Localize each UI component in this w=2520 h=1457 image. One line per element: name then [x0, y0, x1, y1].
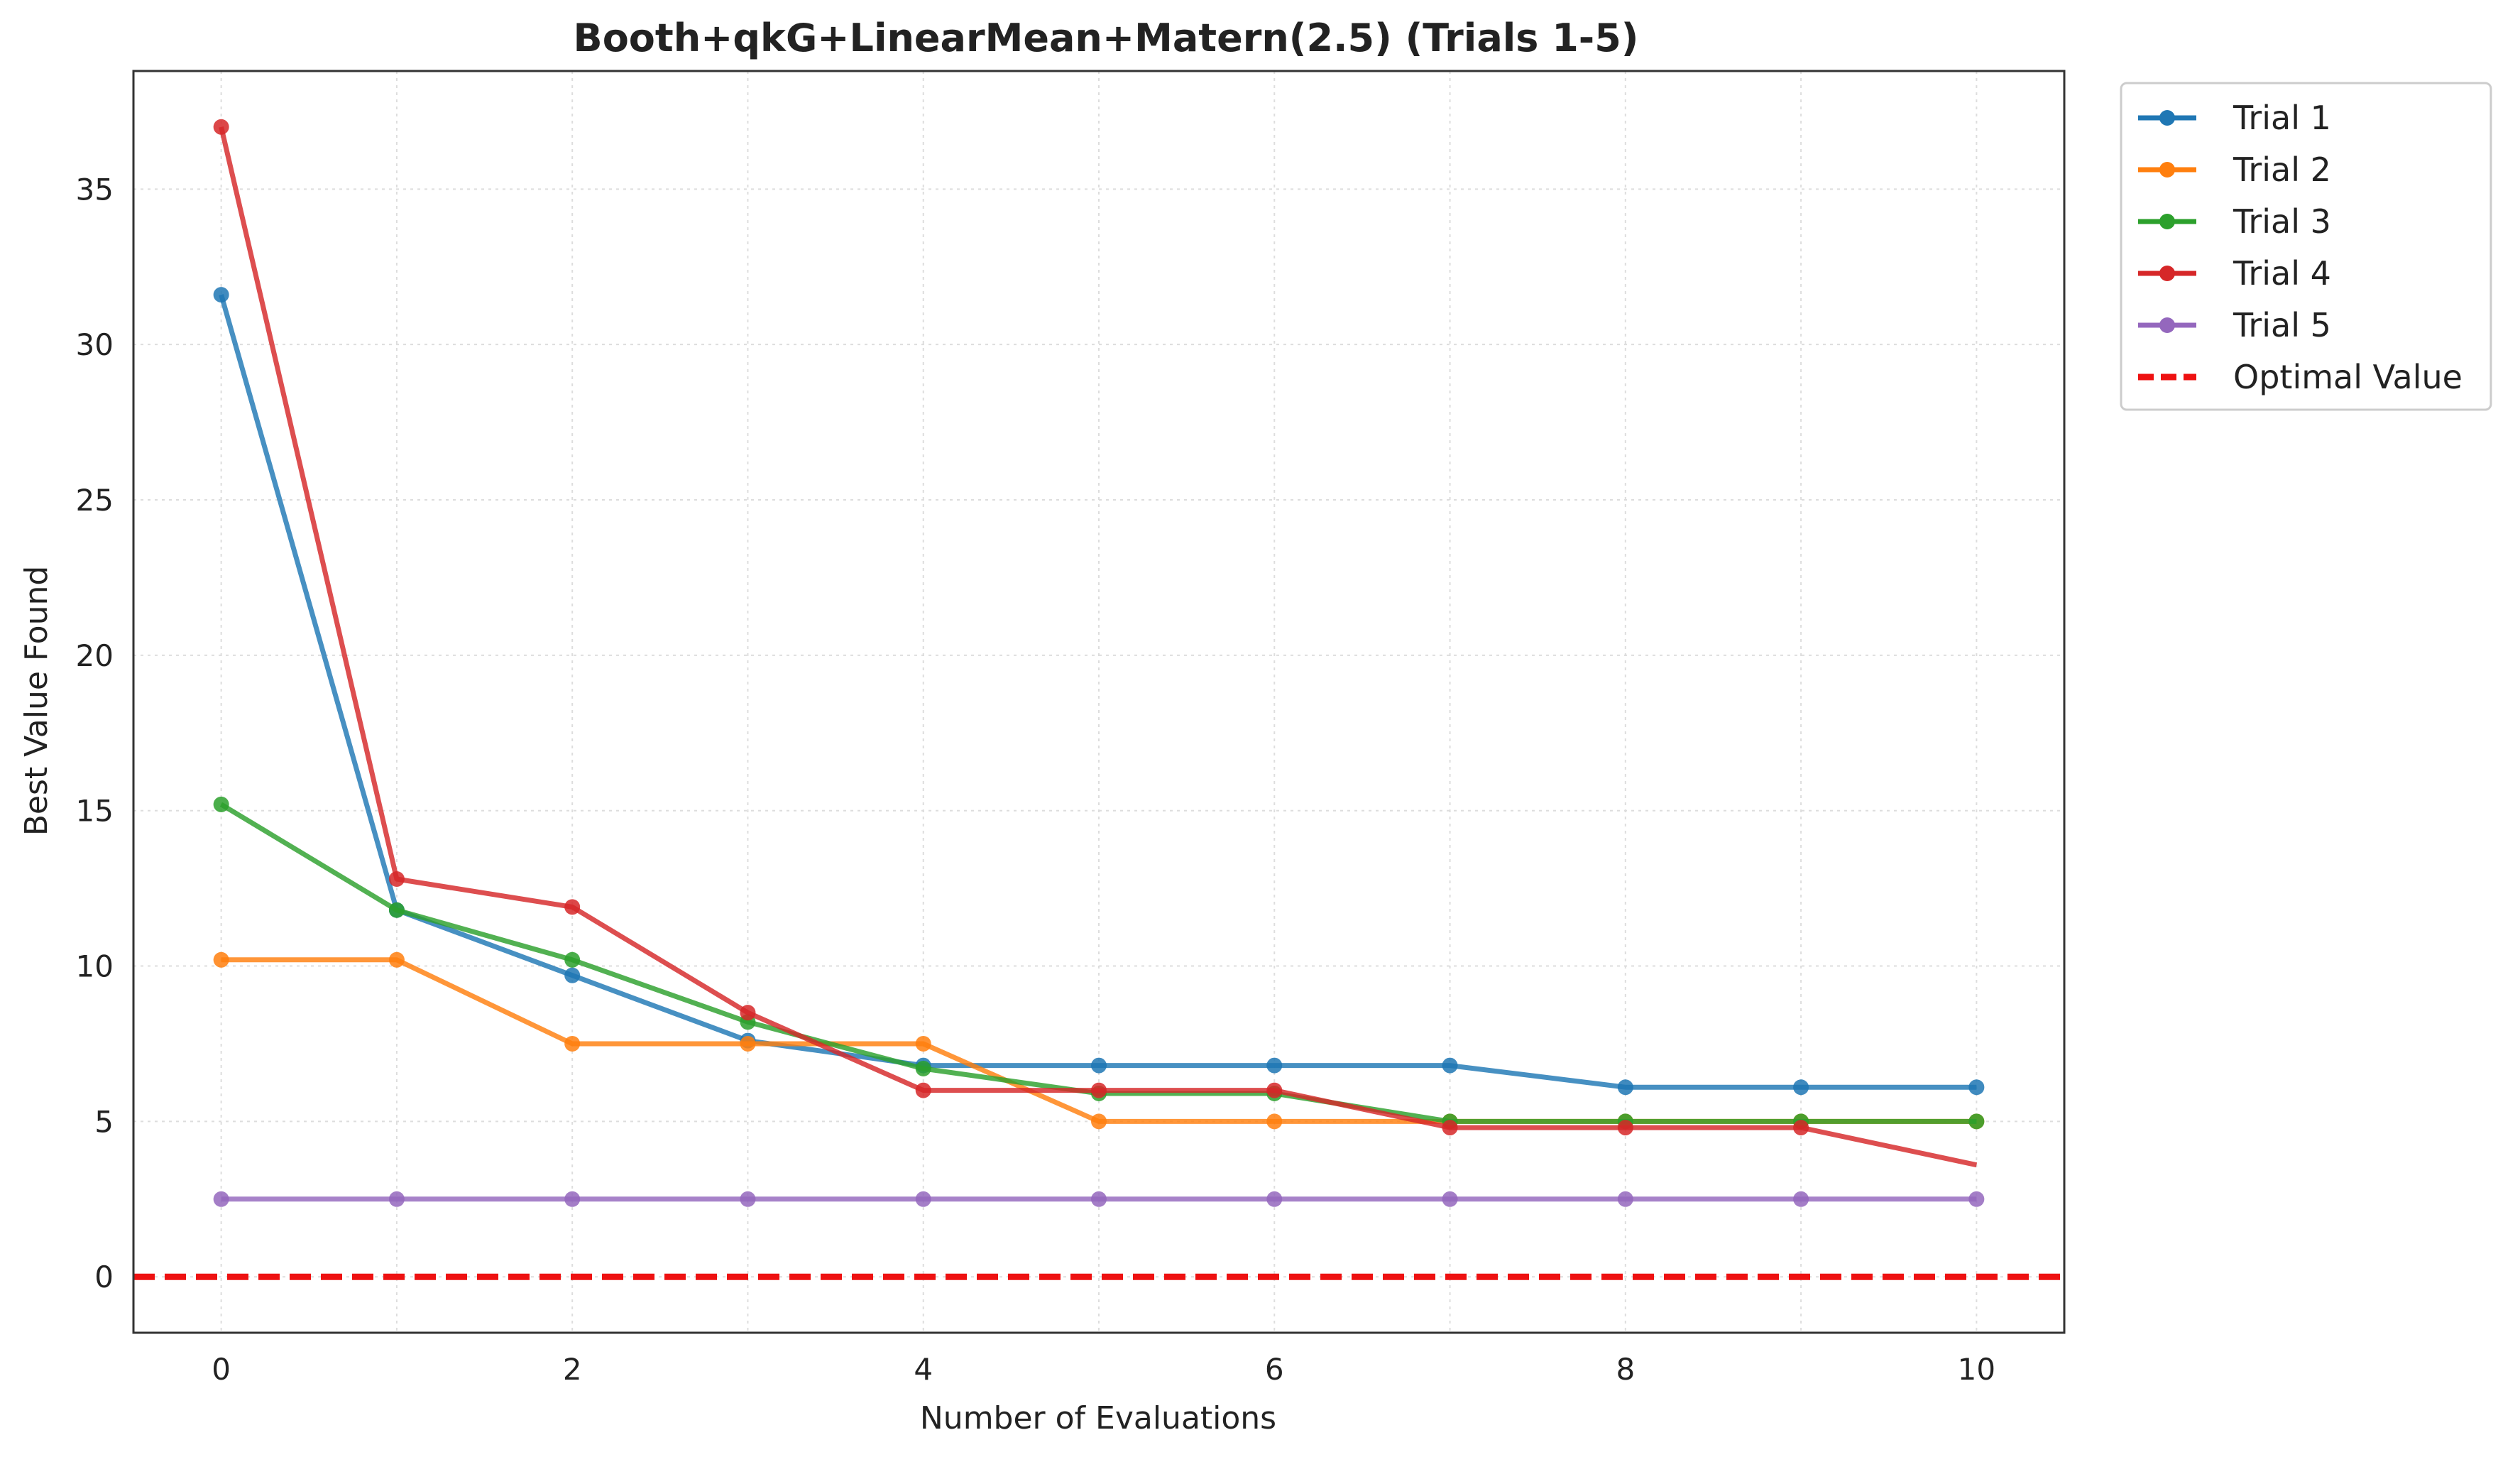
data-point	[1442, 1057, 1458, 1074]
legend-item: Trial 1	[2138, 99, 2331, 137]
data-point	[213, 951, 229, 968]
legend-marker	[2159, 214, 2175, 229]
legend-item: Trial 4	[2138, 254, 2331, 293]
data-point	[1266, 1113, 1283, 1130]
y-tick-label: 5	[94, 1104, 114, 1139]
data-point	[1091, 1057, 1107, 1074]
series-4	[213, 119, 1978, 1168]
data-point	[1091, 1191, 1107, 1207]
data-point	[1266, 1191, 1283, 1207]
data-point	[388, 871, 405, 887]
legend-label: Trial 4	[2233, 254, 2331, 293]
x-tick-label: 0	[212, 1352, 231, 1387]
data-point	[915, 1060, 931, 1076]
x-tick-label: 10	[1958, 1352, 1995, 1387]
data-point	[388, 1191, 405, 1207]
x-tick-label: 4	[914, 1352, 933, 1387]
data-point	[564, 1035, 581, 1052]
x-ticks: 0 2 4 6 8 10	[212, 1352, 1995, 1387]
series-5	[213, 1191, 1985, 1207]
y-tick-label: 15	[76, 794, 114, 829]
data-point	[1968, 1113, 1985, 1130]
data-point	[1442, 1191, 1458, 1207]
x-tick-label: 8	[1616, 1352, 1635, 1387]
data-point	[564, 1191, 581, 1207]
y-tick-label: 20	[76, 638, 114, 673]
data-point	[1266, 1082, 1283, 1098]
legend-item: Trial 3	[2138, 202, 2331, 241]
legend-label: Trial 1	[2233, 99, 2331, 137]
legend-marker	[2159, 317, 2175, 333]
data-point	[388, 951, 405, 968]
data-point	[1793, 1120, 1809, 1136]
data-point	[213, 119, 229, 135]
data-point	[740, 1191, 756, 1207]
legend-box	[2120, 82, 2492, 411]
chart-title: Booth+qkG+LinearMean+Matern(2.5) (Trials…	[574, 16, 1639, 60]
legend-label: Trial 3	[2233, 202, 2331, 241]
y-axis-label: Best Value Found	[18, 566, 55, 836]
data-point	[1617, 1079, 1633, 1096]
data-point	[1091, 1082, 1107, 1098]
plot-frame	[132, 70, 2066, 1334]
data-point	[1968, 1079, 1985, 1096]
x-tick-label: 6	[1265, 1352, 1284, 1387]
legend-marker	[2159, 162, 2175, 178]
y-ticks: 0 5 10 15 20 25 30 35	[76, 172, 114, 1294]
series-layer	[213, 119, 1985, 1207]
data-point	[564, 899, 581, 915]
x-axis-label: Number of Evaluations	[920, 1400, 1276, 1436]
legend-marker	[2159, 266, 2175, 281]
data-point	[915, 1035, 931, 1052]
legend-item: Trial 2	[2138, 151, 2331, 189]
data-point	[1266, 1057, 1283, 1074]
data-point	[915, 1082, 931, 1098]
y-tick-label: 25	[76, 483, 114, 518]
y-tick-label: 30	[76, 327, 114, 362]
data-point	[1617, 1191, 1633, 1207]
data-point	[564, 967, 581, 983]
data-point	[213, 287, 229, 303]
legend-marker	[2159, 110, 2175, 126]
data-point	[1793, 1079, 1809, 1096]
data-point	[1617, 1120, 1633, 1136]
data-point	[213, 796, 229, 812]
data-point	[564, 951, 581, 968]
data-point	[1793, 1191, 1809, 1207]
legend-label: Trial 2	[2233, 151, 2331, 189]
y-tick-label: 0	[94, 1260, 114, 1294]
legend: Trial 1 Trial 2 Trial 3 Trial 4 Trial 5 Optim…	[2120, 82, 2492, 411]
data-point	[213, 1191, 229, 1207]
data-point	[740, 1035, 756, 1052]
data-point	[1968, 1191, 1985, 1207]
legend-label: Optimal Value	[2233, 358, 2463, 396]
series-1	[213, 287, 1985, 1096]
data-point	[740, 1005, 756, 1021]
data-point	[1442, 1120, 1458, 1136]
legend-item: Optimal Value	[2138, 358, 2463, 396]
data-point	[388, 902, 405, 918]
y-tick-label: 10	[76, 949, 114, 984]
legend-item: Trial 5	[2138, 306, 2331, 344]
data-point	[1091, 1113, 1107, 1130]
y-tick-label: 35	[76, 172, 114, 207]
legend-label: Trial 5	[2233, 306, 2331, 344]
data-point	[915, 1191, 931, 1207]
x-tick-label: 2	[563, 1352, 582, 1387]
